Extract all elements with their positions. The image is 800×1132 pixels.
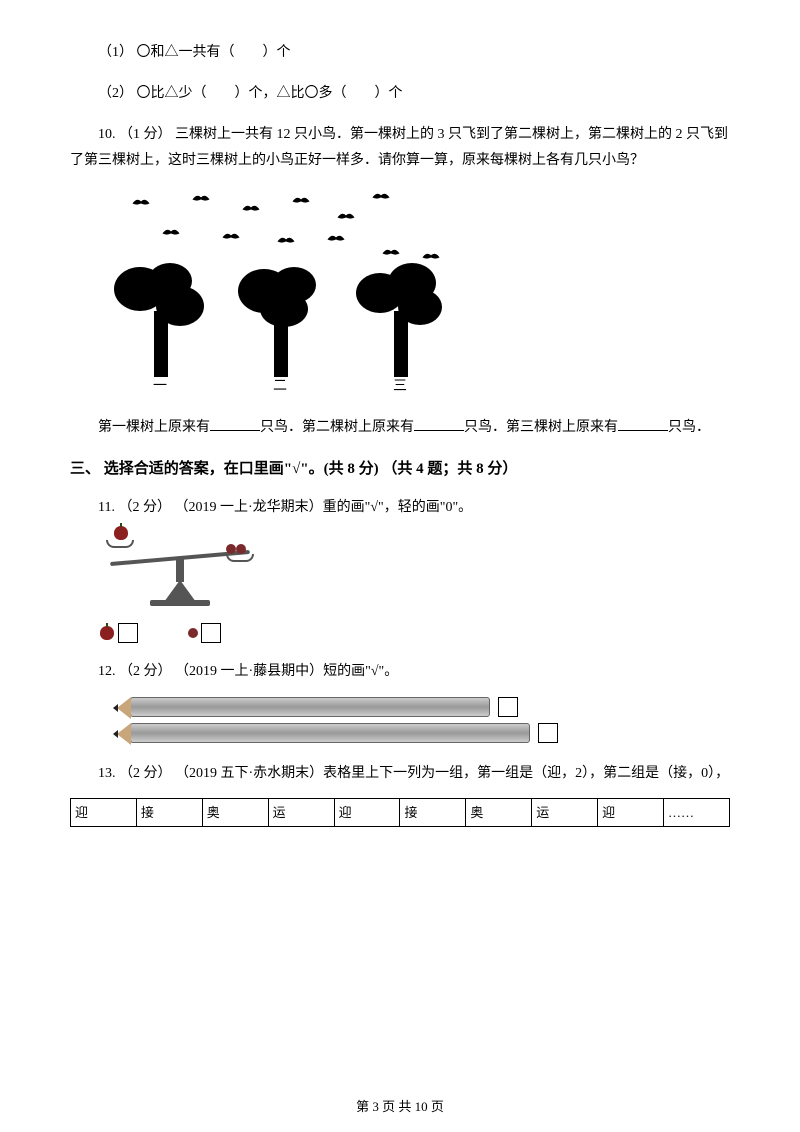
cell: 运: [532, 798, 598, 826]
pencil-short-icon: [130, 697, 490, 717]
txt: 只鸟．: [668, 420, 710, 435]
q9-part1: （1） 〇和△一共有（ ）个: [70, 40, 730, 65]
blank-input[interactable]: [414, 417, 464, 431]
cherry-icon: [188, 628, 198, 638]
q11-choice-cherry: [188, 620, 222, 645]
cell: 接: [136, 798, 202, 826]
q11-text: 11. （2 分） （2019 一上·龙华期末）重的画"√"，轻的画"0"。: [70, 495, 730, 520]
blank-input[interactable]: [210, 417, 260, 431]
q13-table: 迎 接 奥 运 迎 接 奥 运 迎 ……: [70, 798, 730, 827]
cell: ……: [664, 798, 730, 826]
q11-choice-apple: [100, 620, 138, 645]
q12-text: 12. （2 分） （2019 一上·藤县期中）短的画"√"。: [70, 659, 730, 684]
pencil-long-icon: [130, 723, 530, 743]
q13-text: 13. （2 分） （2019 五下·赤水期末）表格里上下一列为一组，第一组是（…: [70, 761, 730, 786]
checkbox-apple[interactable]: [118, 623, 138, 643]
cell: 迎: [598, 798, 664, 826]
checkbox-pencil-long[interactable]: [538, 723, 558, 743]
cell: 奥: [466, 798, 532, 826]
checkbox-cherry[interactable]: [201, 623, 221, 643]
q12-illustration: [70, 697, 730, 743]
apple-icon: [100, 626, 114, 640]
blank-input[interactable]: [618, 417, 668, 431]
txt: 只鸟．第三棵树上原来有: [464, 420, 618, 435]
cell: 运: [268, 798, 334, 826]
q11-balance-illustration: [100, 532, 730, 612]
txt: 只鸟．第二棵树上原来有: [260, 420, 414, 435]
q10-text: 10. （1 分） 三棵树上一共有 12 只小鸟．第一棵树上的 3 只飞到了第二…: [70, 122, 730, 172]
cell: 奥: [202, 798, 268, 826]
q11-choices: [100, 620, 730, 645]
cell: 迎: [71, 798, 137, 826]
checkbox-pencil-short[interactable]: [498, 697, 518, 717]
page-footer: 第 3 页 共 10 页: [0, 1095, 800, 1118]
cell: 接: [400, 798, 466, 826]
table-row: 迎 接 奥 运 迎 接 奥 运 迎 ……: [71, 798, 730, 826]
txt: 第一棵树上原来有: [98, 420, 210, 435]
cell: 迎: [334, 798, 400, 826]
tree-label-3: 三: [393, 374, 407, 399]
tree-label-2: 二: [273, 374, 287, 399]
section3-header: 三、 选择合适的答案，在口里画"√"。(共 8 分) （共 4 题；共 8 分）: [70, 456, 730, 483]
q10-illustration: 一 二 三: [100, 189, 460, 409]
q10-answer-line: 第一棵树上原来有 只鸟．第二棵树上原来有 只鸟．第三棵树上原来有 只鸟．: [70, 415, 730, 440]
q9-part2: （2） 〇比△少（ ）个，△比〇多（ ）个: [70, 81, 730, 106]
tree-label-1: 一: [153, 374, 167, 399]
